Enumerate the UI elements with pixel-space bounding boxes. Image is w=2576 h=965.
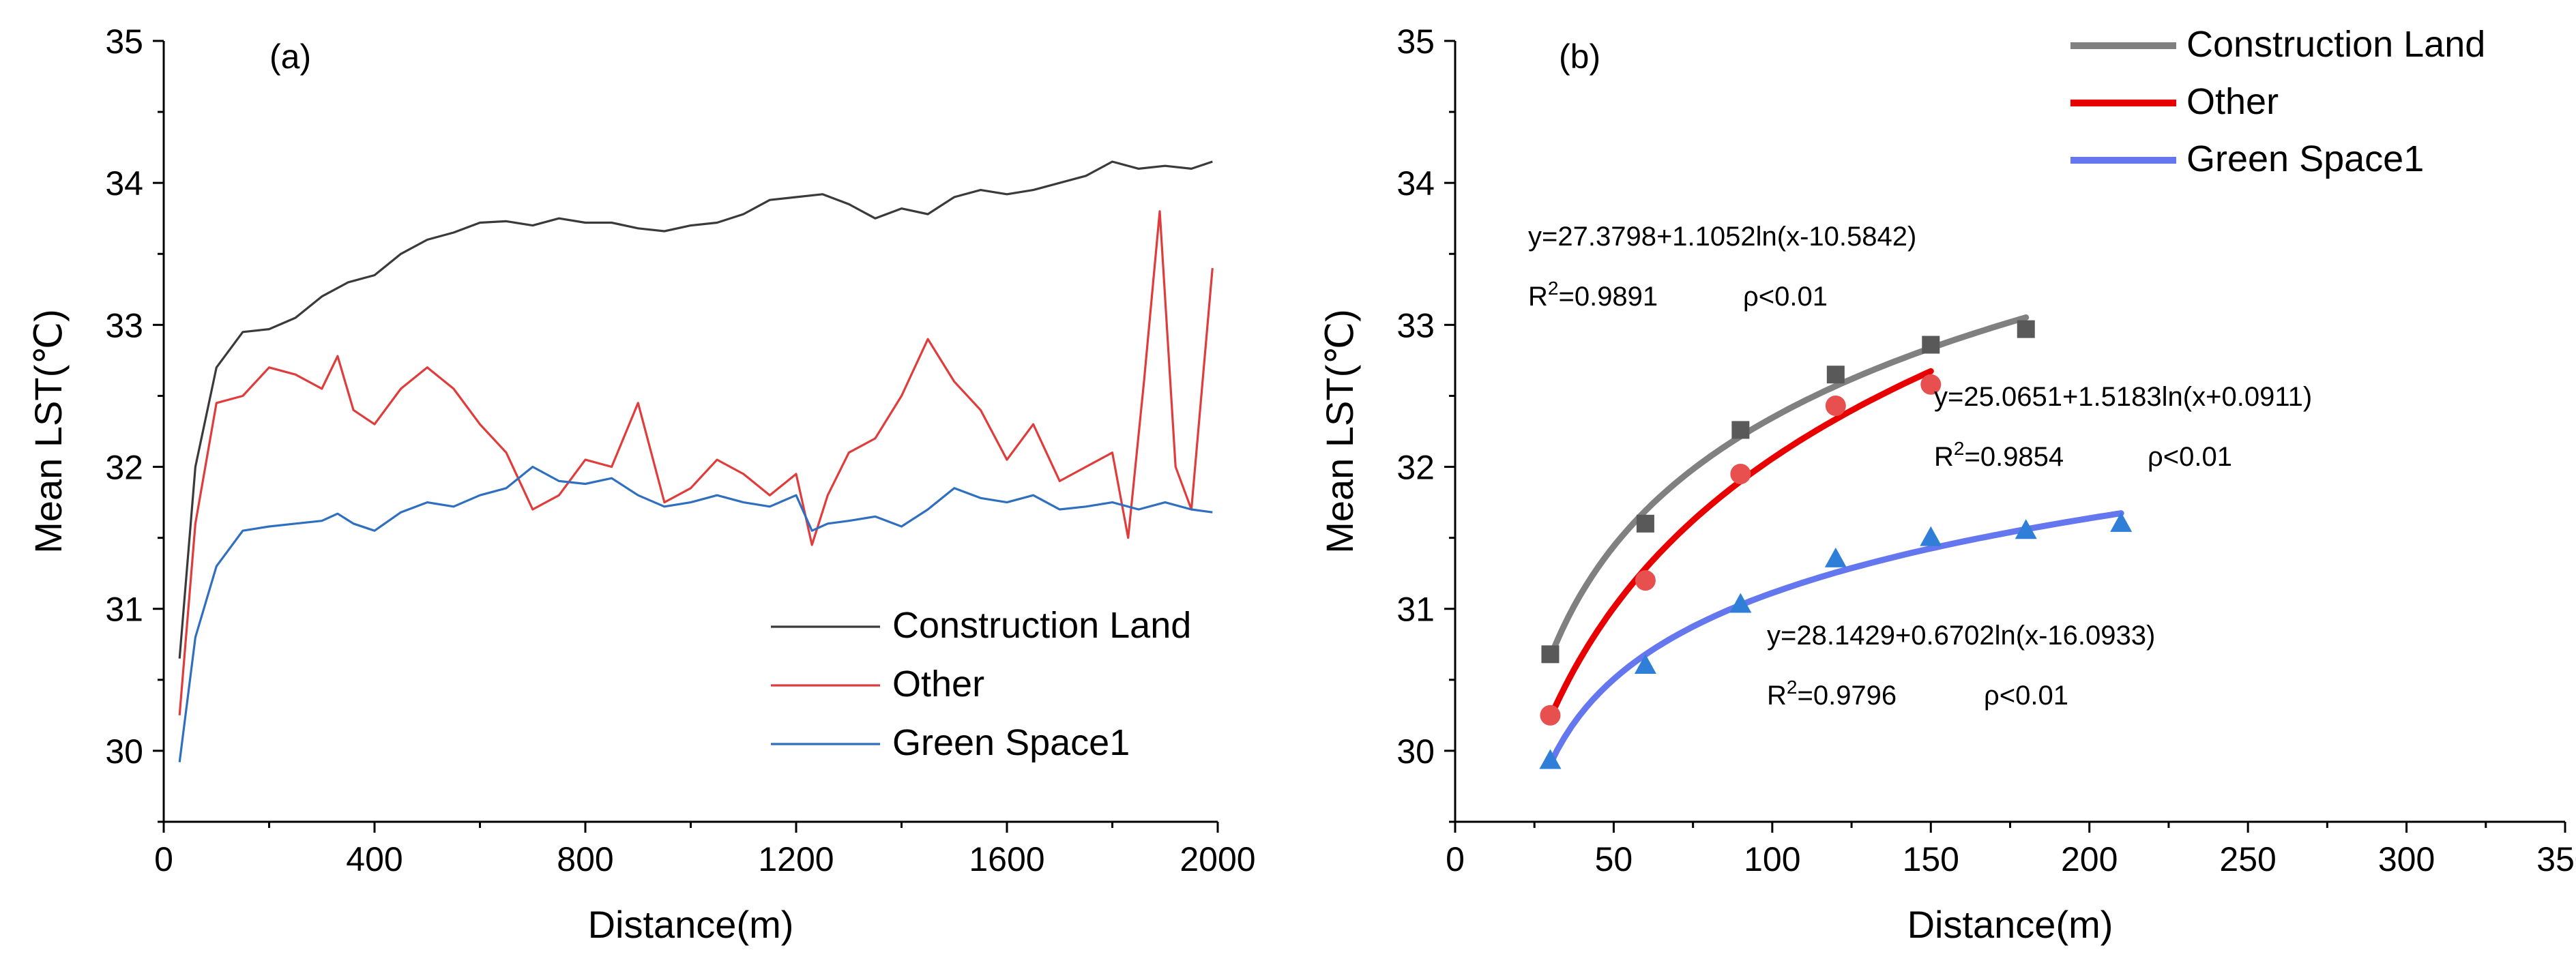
panel-label: (b)	[1559, 38, 1600, 76]
data-point	[1922, 336, 1940, 354]
fit-curve	[1547, 314, 2030, 661]
y-tick-label: 34	[105, 164, 143, 203]
series-line	[178, 465, 1213, 762]
series-green-space1: y=28.1429+0.6702ln(x-16.0933) R2=0.9796 ρ<…	[1539, 510, 2155, 769]
y-axis-label: Mean LST(℃)	[1318, 309, 1361, 554]
r-squared: R2=0.9854	[1934, 438, 2064, 472]
x-axis-label: Distance(m)	[1907, 903, 2113, 946]
x-tick-label: 800	[557, 840, 613, 878]
data-point	[1731, 421, 1750, 439]
series-construction-land: y=27.3798+1.1052ln(x-10.5842) R2=0.9891 ρ<…	[1528, 222, 2035, 664]
x-tick-label: 2000	[1180, 840, 1255, 878]
y-tick-label: 32	[105, 449, 143, 487]
x-tick-label: 350	[2536, 840, 2576, 878]
x-tick-label: 0	[154, 840, 173, 878]
data-point	[1825, 396, 1846, 417]
fit-equation: y=27.3798+1.1052ln(x-10.5842)	[1528, 222, 1916, 252]
series-green-space1	[178, 465, 1213, 762]
x-tick-label: 50	[1595, 840, 1633, 878]
x-tick-label: 250	[2219, 840, 2276, 878]
x-tick-label: 0	[1446, 840, 1465, 878]
data-point	[2110, 511, 2133, 532]
data-point	[1539, 749, 1562, 769]
y-tick-label: 30	[1396, 732, 1435, 771]
series-construction-land	[178, 160, 1213, 659]
data-point	[1824, 547, 1847, 567]
legend-label: Other	[2186, 81, 2279, 122]
y-tick-label: 35	[1396, 23, 1435, 61]
x-tick-label: 1200	[758, 840, 834, 878]
r-squared: R2=0.9891	[1528, 278, 1658, 312]
y-tick-label: 33	[1396, 306, 1435, 344]
data-point	[1541, 645, 1560, 664]
legend-label: Construction Land	[892, 605, 1191, 646]
r-squared: R2=0.9796	[1767, 677, 1897, 711]
data-point	[1920, 526, 1942, 546]
y-tick-label: 34	[1396, 164, 1435, 203]
legend-label: Other	[892, 664, 984, 704]
x-tick-label: 100	[1744, 840, 1800, 878]
data-point	[1920, 374, 1942, 395]
y-axis-label: Mean LST(℃)	[27, 309, 70, 554]
series-line	[178, 210, 1214, 716]
series-line	[178, 160, 1213, 659]
fit-equation: y=28.1429+0.6702ln(x-16.0933)	[1767, 621, 2155, 651]
y-tick-label: 31	[1396, 591, 1435, 629]
p-value: ρ<0.01	[2148, 442, 2232, 472]
legend-label: Green Space1	[892, 722, 1130, 763]
y-tick-label: 33	[105, 306, 143, 344]
p-value: ρ<0.01	[1984, 681, 2068, 711]
fit-equation: y=25.0651+1.5183ln(x+0.0911)	[1934, 382, 2312, 412]
y-tick-label: 32	[1396, 449, 1435, 487]
data-point	[2015, 519, 2037, 539]
data-point	[1730, 463, 1751, 484]
panel-label: (a)	[269, 38, 311, 76]
x-tick-label: 150	[1903, 840, 1959, 878]
p-value: ρ<0.01	[1743, 282, 1828, 312]
series-other: y=25.0651+1.5183ln(x+0.0911) R2=0.9854 ρ<0…	[1540, 368, 2312, 726]
data-point	[1635, 570, 1656, 591]
data-point	[1540, 704, 1561, 726]
legend-label: Construction Land	[2186, 24, 2485, 65]
x-tick-label: 400	[346, 840, 402, 878]
y-tick-label: 30	[105, 732, 143, 771]
y-tick-label: 31	[105, 591, 143, 629]
panel-a: 0 400 800 1200 1600 2000 30 31 32 33 34 35 Distance(…	[27, 23, 1256, 946]
x-tick-label: 1600	[969, 840, 1044, 878]
legend-label: Green Space1	[2186, 138, 2424, 179]
data-point	[2017, 320, 2035, 338]
x-axis-label: Distance(m)	[588, 903, 794, 946]
x-tick-label: 200	[2061, 840, 2118, 878]
x-tick-label: 300	[2378, 840, 2435, 878]
data-point	[1634, 654, 1656, 674]
data-point	[1636, 514, 1654, 533]
data-point	[1729, 593, 1752, 613]
y-tick-label: 35	[105, 23, 143, 61]
data-point	[1826, 366, 1845, 384]
panel-b: 0 50 100 150 200 250 300 350 30 31 32 33 34 35 Distanc…	[1318, 23, 2576, 946]
series-other	[178, 210, 1214, 716]
